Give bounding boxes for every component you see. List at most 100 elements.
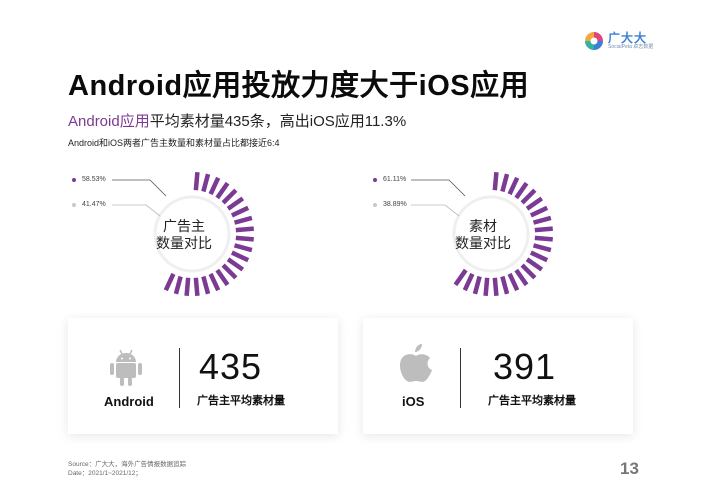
card-divider [460, 348, 461, 408]
brand-logo-icon [585, 32, 603, 50]
android-average-value: 435 [199, 346, 263, 387]
donut-tick-secondary [163, 176, 176, 196]
donut-tick-primary [525, 257, 544, 272]
donut-tick-secondary [130, 235, 149, 242]
footer-source: Source：广大大，海外广告情报数据追踪 Date：2021/1~2021/1… [68, 461, 186, 479]
page-note: Android和iOS两者广告主数量和素材量占比都接近6:4 [68, 138, 280, 148]
leader-line-secondary [112, 204, 161, 217]
donut-tick-secondary [438, 196, 457, 211]
donut-tick-secondary [146, 263, 163, 280]
donut-tick-secondary [433, 205, 453, 218]
donut-tick-primary [534, 226, 553, 233]
donut-tick-primary [520, 263, 537, 280]
donut-tick-primary [215, 268, 230, 287]
donut-tick-primary [226, 257, 245, 272]
donut-tick-secondary [131, 215, 151, 225]
source-text: Source：广大大，海外广告情报数据追踪 [68, 461, 187, 468]
donut-tick-primary [230, 205, 250, 218]
donut-tick-primary [233, 215, 253, 225]
legend-item-secondary: 41.47% [72, 201, 106, 208]
donut-tick-primary [201, 173, 211, 193]
donut-tick-primary [529, 205, 549, 218]
donut-tick-secondary [139, 257, 158, 272]
donut-tick-primary [215, 181, 230, 200]
legend-value: 61.11% [383, 176, 407, 183]
donut-center-label: 数量对比 [455, 235, 511, 251]
donut-tick-primary [226, 196, 245, 211]
legend-dot-secondary [72, 202, 76, 207]
donut-tick-primary [235, 226, 254, 233]
donut-tick-primary [453, 268, 468, 287]
leader-line-primary [112, 179, 167, 197]
donut-tick-primary [514, 181, 529, 200]
donut-tick-primary [492, 172, 499, 191]
donut-tick-secondary [146, 188, 163, 205]
donut-tick-secondary [154, 268, 169, 287]
donut-tick-primary [525, 196, 544, 211]
android-stat-card: Android 435 广告主平均素材量 [68, 318, 338, 434]
brand-subname: SocialPeta 卓志数据 [608, 44, 654, 50]
donut-tick-primary [173, 275, 183, 295]
donut-tick-primary [532, 243, 552, 253]
legend-item-primary: 61.11% [373, 176, 406, 183]
donut-tick-secondary [462, 176, 475, 196]
donut-center-label: 广告主 [163, 218, 205, 234]
brand-logo: 广大大 SocialPeta 卓志数据 [584, 31, 653, 51]
android-icon [110, 349, 142, 386]
donut-inner-ring [452, 195, 530, 273]
date-text: Date：2021/1~2021/12； [68, 469, 142, 477]
donut-tick-primary [193, 277, 200, 296]
legend-value: 38.89% [383, 201, 407, 208]
donut-tick-primary [462, 272, 475, 292]
donut-tick-secondary [173, 173, 183, 193]
legend-dot-secondary [373, 202, 377, 207]
donut-center-label: 素材 [469, 218, 497, 234]
page-subtitle: Android应用平均素材量435条，高出iOS应用11.3% [68, 110, 406, 131]
card-divider [179, 348, 180, 408]
donut-tick-secondary [429, 226, 448, 233]
donut-tick-primary [529, 250, 549, 263]
legend-value: 58.53% [82, 176, 106, 183]
brand-name: 广大大 [608, 31, 648, 45]
legend-item-secondary: 38.89% [373, 201, 407, 208]
donut-tick-primary [201, 275, 211, 295]
donut-tick-secondary [472, 173, 482, 193]
donut-tick-primary [193, 172, 200, 191]
donut-tick-primary [184, 277, 191, 296]
donut-tick-primary [472, 275, 482, 295]
donut-tick-primary [534, 235, 553, 242]
legend-item-primary: 58.53% [72, 176, 106, 183]
legend-dot-primary [72, 177, 76, 182]
leader-line-primary [411, 179, 466, 197]
donut-tick-primary [208, 272, 221, 292]
donut-ticks [429, 172, 553, 296]
donut-tick-secondary [134, 250, 154, 263]
donut-tick-secondary [430, 243, 450, 253]
donut-tick-primary [500, 275, 510, 295]
android-average-label: 广告主平均素材量 [197, 395, 285, 407]
subtitle-rest: 平均素材量435条，高出iOS应用11.3% [149, 113, 407, 130]
donut-tick-secondary [445, 188, 462, 205]
page-number: 13 [620, 459, 639, 478]
donut-tick-secondary [130, 226, 149, 233]
ios-average-value: 391 [493, 346, 557, 387]
donut-tick-primary [163, 272, 176, 292]
donut-tick-primary [221, 263, 238, 280]
donut-tick-primary [221, 188, 238, 205]
page-title: Android应用投放力度大于iOS应用 [68, 70, 530, 102]
donut-tick-primary [507, 272, 520, 292]
donut-tick-primary [208, 176, 221, 196]
donut-tick-secondary [433, 250, 453, 263]
donut-center-label: 数量对比 [156, 235, 212, 251]
donut-tick-primary [500, 173, 510, 193]
donut-tick-primary [483, 277, 490, 296]
donut-tick-secondary [131, 243, 151, 253]
donut-tick-secondary [438, 257, 457, 272]
donut-tick-secondary [483, 172, 490, 191]
donut-tick-primary [520, 188, 537, 205]
apple-icon [399, 344, 432, 382]
donut-tick-secondary [184, 172, 191, 191]
donut-tick-primary [514, 268, 529, 287]
legend-value: 41.47% [82, 201, 106, 208]
